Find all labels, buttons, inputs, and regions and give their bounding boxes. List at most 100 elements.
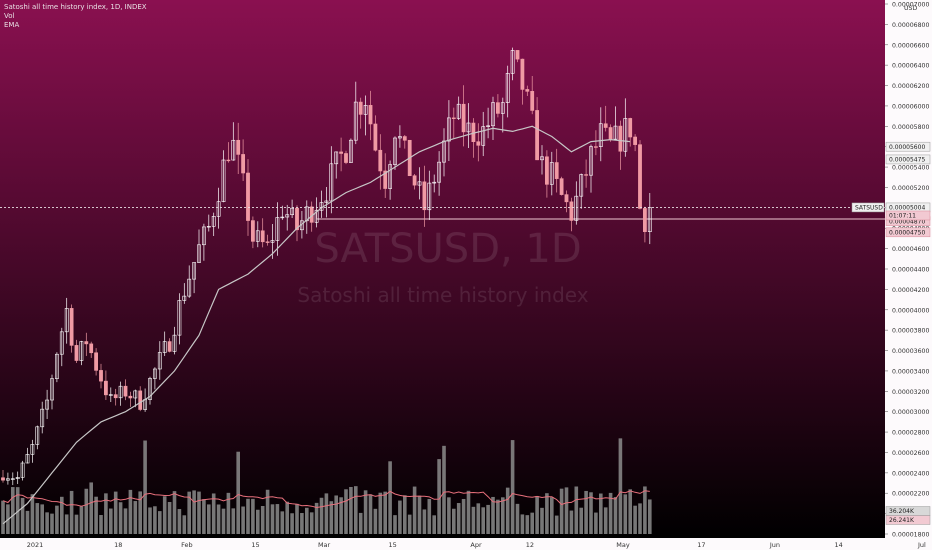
volume-bar [633,505,637,534]
candle-down [476,141,481,146]
volume-bar [324,493,329,534]
candles [1,47,652,486]
candle-down [515,50,520,60]
symbol-tag-box [851,202,885,213]
candle-down [99,370,103,382]
candle-up [623,118,628,152]
volume-bar [133,501,138,534]
volume-bar [35,503,40,534]
candle-down [344,153,348,163]
volume-bar [535,496,539,534]
price-tag-label: 0.00005475 [889,157,925,164]
candle-down [584,174,589,176]
candle-up [35,426,40,445]
candle-down [373,123,378,151]
chart-legend[interactable]: Satoshi all time history index, 1D, INDE… [4,3,147,30]
candle-up [192,262,197,280]
volume-bar [456,503,461,534]
candle-up [437,161,442,183]
volume-bar [40,504,44,534]
volume-bar [407,514,412,534]
volume-bar [158,511,162,534]
volume-bar [388,461,392,534]
watermark-description: Satoshi all time history index [297,283,588,307]
price-tick-label: 0.00006200 [892,83,929,90]
volume-bar [74,514,79,534]
candle-up [187,278,192,297]
volume-bar [177,509,182,534]
volume-bar [510,440,515,534]
candle-up [45,399,50,410]
volume-bar [471,506,476,534]
candle-up [348,139,353,163]
legend-vol[interactable]: Vol [4,12,15,20]
candle-down [246,172,250,221]
volume-bar [530,512,534,534]
volume-bar [476,503,481,534]
candle-up [202,226,206,246]
volume-bar [231,508,236,534]
volume-bar [236,451,240,534]
volume-bar [481,507,485,534]
volume-bar [559,488,564,534]
volume-bar [461,498,466,534]
candle-down [495,102,500,114]
candle-up [231,139,236,161]
volume-bar [202,499,206,534]
volume-bar [594,512,598,534]
candle-up [79,341,84,361]
price-tags: 0.00005600 0.00005475 0.00005004 SATSUSD 0.0… [851,141,931,238]
volume-ma-line [2,490,650,509]
volume-bar [221,508,226,534]
candle-down [339,151,344,154]
volume-bar [290,513,294,534]
volume-bar [599,493,603,534]
legend-ema[interactable]: EMA [4,21,20,29]
volume-bars [1,438,652,534]
candle-up [30,444,35,455]
price-tag-label: 01:07:11 [889,213,916,220]
time-tick-label: Jun [769,541,780,549]
volume-bar [25,510,30,534]
volume-bar [638,503,642,534]
candle-up [285,214,290,218]
candle-up [290,207,295,216]
price-tick-label: 0.00006800 [892,22,929,29]
price-tick-label: 0.00002800 [892,430,929,437]
candle-down [368,105,373,125]
volume-bar [79,506,84,534]
volume-bar [187,491,191,534]
candle-up [549,162,554,185]
volume-bar [344,489,348,534]
volume-bar [608,492,613,534]
candle-up [363,105,368,115]
candle-down [74,345,79,361]
volume-bar [540,507,544,534]
volume-bar [574,486,579,534]
candle-up [334,151,339,165]
candle-down [530,91,535,111]
volume-bar [554,515,559,534]
time-tick-label: 15 [251,541,259,549]
candle-up [118,385,123,399]
volume-bar [505,487,510,534]
legend-title[interactable]: Satoshi all time history index, 1D, INDE… [4,3,147,11]
price-tick-label: 0.00003600 [892,348,929,355]
price-tag-box [885,210,931,221]
volume-bar [251,498,255,534]
candle-up [613,125,618,140]
candle-up [108,394,113,396]
candle-up [329,163,334,202]
price-tick-label: 0.00003200 [892,389,929,396]
volume-bar [525,515,530,534]
candle-down [633,136,638,145]
volume-bar [491,496,495,534]
price-axis-unit: USD [904,5,917,12]
volume-bar [412,486,417,534]
time-axis[interactable]: 2021 18 Feb 15 Mar 15 Apr 12 May 17 Jun 14 Jul [27,541,926,549]
candle-up [270,240,275,243]
volume-bar [192,490,196,534]
candle-up [388,164,393,189]
candle-up [598,123,603,147]
